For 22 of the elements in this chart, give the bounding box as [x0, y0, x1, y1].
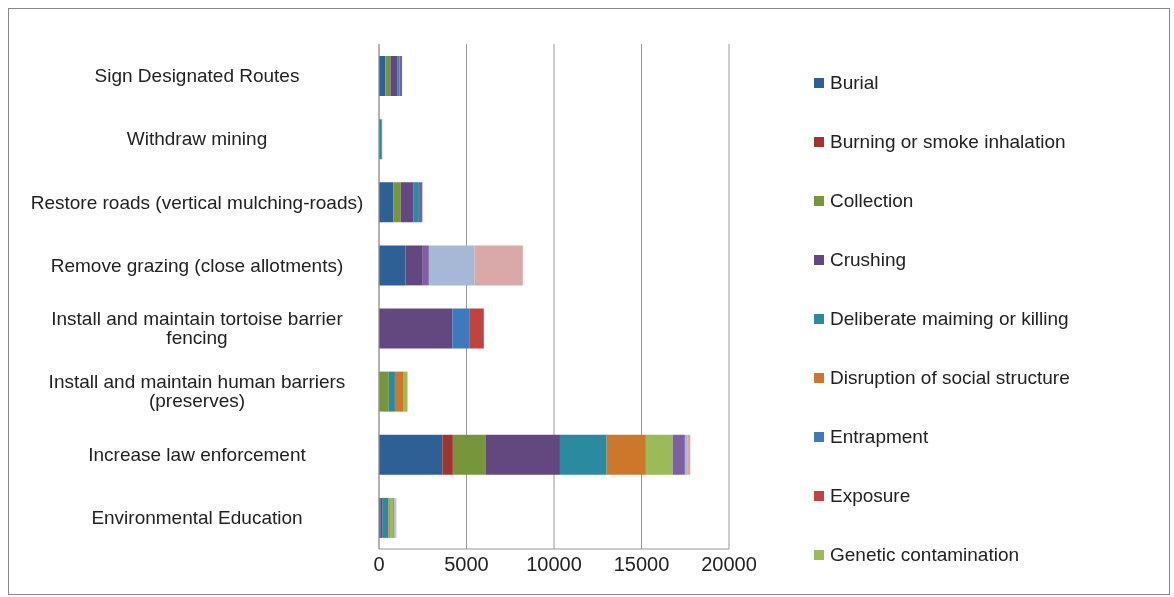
x-tick-label: 0 [373, 553, 385, 576]
y-tick-label: Withdraw mining [126, 128, 268, 150]
y-tick-label: Increase law enforcement [88, 444, 307, 466]
x-tick-label: 10000 [526, 553, 582, 576]
x-tick-label: 15000 [613, 553, 670, 576]
y-tick-label: Restore roads (vertical mulching-roads) [30, 191, 364, 213]
y-tick-label: Environmental Education [91, 507, 303, 529]
y-tick-label: Install and maintain human barriers (preserves) [48, 371, 346, 412]
legend-label: Crushing [830, 248, 907, 271]
x-tick-label: 20000 [701, 553, 757, 576]
legend-label: Disruption of social structure [830, 366, 1070, 389]
y-tick-label: Sign Designated Routes [94, 65, 300, 87]
legend-label: Collection [830, 189, 914, 212]
x-tick-label: 5000 [444, 553, 489, 576]
legend-label: Burning or smoke inhalation [830, 130, 1066, 153]
legend-label: Burial [830, 71, 879, 94]
legend-label: Entrapment [830, 425, 929, 448]
legend-label: Deliberate maiming or killing [830, 307, 1069, 330]
legend-label: Exposure [830, 484, 911, 507]
y-tick-label: Remove grazing (close allotments) [50, 254, 344, 276]
legend-label: Genetic contamination [830, 543, 1020, 566]
y-tick-label: Install and maintain tortoise barrier fencing [51, 308, 344, 349]
